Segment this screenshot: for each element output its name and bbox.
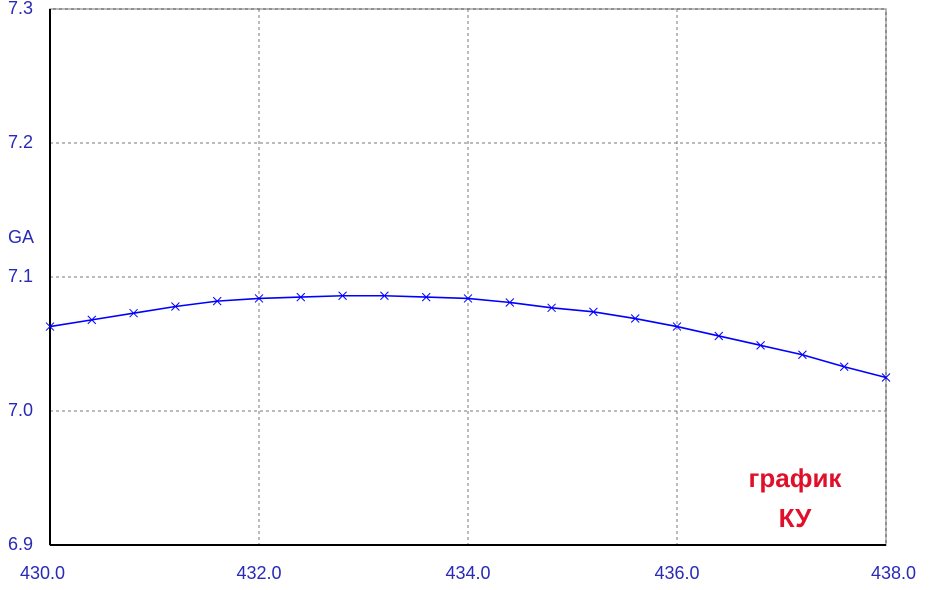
marker: [45, 322, 55, 331]
marker: [505, 298, 515, 307]
marker: [630, 314, 640, 323]
marker: [254, 294, 264, 303]
x-tick-label: 434.0: [445, 563, 490, 583]
y-tick-label: 7.2: [8, 132, 33, 152]
x-tick-label: 436.0: [654, 563, 699, 583]
x-tick-label: 438.0: [871, 563, 916, 583]
marker: [881, 373, 891, 382]
marker: [672, 322, 682, 331]
y-tick-label: 7.0: [8, 400, 33, 420]
annotation: КУ: [779, 503, 813, 533]
marker: [87, 315, 97, 325]
marker: [421, 292, 431, 302]
marker: [212, 296, 222, 306]
y-tick-label: 7.3: [8, 0, 33, 18]
x-tick-label: 430.0: [20, 563, 65, 583]
marker: [756, 340, 765, 350]
annotation: график: [749, 463, 843, 493]
y-tick-label: 7.1: [8, 266, 33, 286]
marker: [798, 350, 807, 360]
y-axis-label: GA: [8, 227, 34, 247]
marker: [714, 331, 724, 341]
x-tick-label: 432.0: [236, 563, 281, 583]
marker: [463, 294, 473, 303]
marker: [547, 303, 556, 313]
y-tick-label: 6.9: [8, 534, 33, 554]
marker: [589, 307, 598, 317]
marker: [296, 292, 306, 302]
marker: [839, 362, 849, 372]
marker: [171, 302, 180, 311]
marker: [129, 308, 138, 318]
marker: [338, 291, 347, 301]
marker: [380, 291, 389, 301]
